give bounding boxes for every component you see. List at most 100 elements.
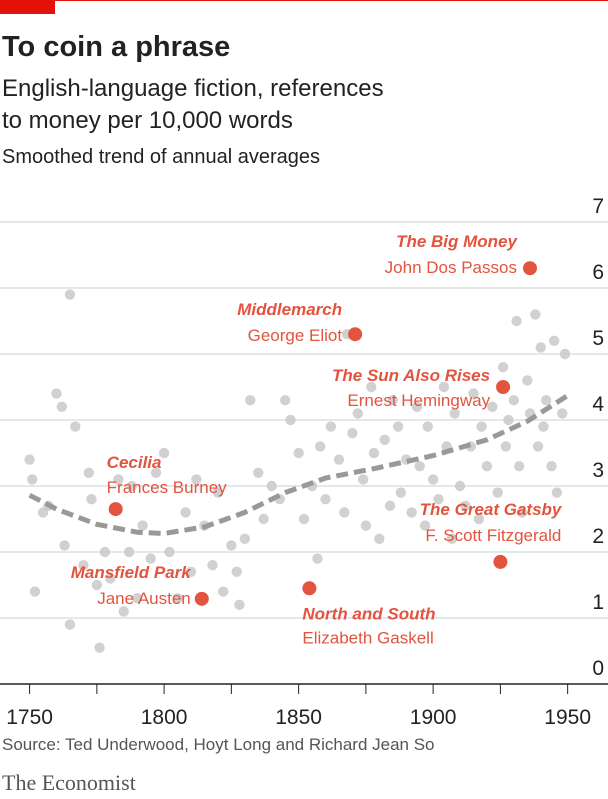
highlight-author: John Dos Passos <box>385 258 517 277</box>
data-point <box>56 401 68 412</box>
data-point <box>145 553 156 564</box>
data-point <box>449 408 460 419</box>
data-point <box>333 454 345 465</box>
data-point <box>357 474 369 485</box>
chart-subtitle: to money per 10,000 words <box>2 107 293 134</box>
data-point <box>244 395 256 406</box>
data-point <box>99 546 111 558</box>
data-point <box>94 642 105 653</box>
data-point <box>514 461 525 472</box>
data-point <box>508 395 520 406</box>
data-point <box>532 441 544 452</box>
data-point <box>234 599 245 610</box>
y-tick-label: 6 <box>592 261 604 284</box>
chart-note: Smoothed trend of annual averages <box>2 146 320 168</box>
data-point <box>78 560 89 571</box>
data-point <box>113 474 124 485</box>
data-point <box>438 381 450 393</box>
data-point <box>487 401 498 412</box>
data-point <box>105 573 116 584</box>
data-point <box>285 414 296 426</box>
data-point <box>86 494 97 505</box>
data-point <box>298 513 310 525</box>
data-point <box>279 395 291 406</box>
highlight-title: Cecilia <box>107 453 162 472</box>
data-point <box>481 461 493 472</box>
highlight-point <box>302 581 317 596</box>
highlight-author: F. Scott Fitzgerald <box>425 526 561 545</box>
data-point <box>559 348 571 360</box>
data-point <box>312 553 323 564</box>
data-point <box>239 533 251 544</box>
data-point <box>320 494 331 505</box>
data-point <box>137 520 148 531</box>
data-point <box>126 480 138 492</box>
y-tick-label: 1 <box>592 591 604 614</box>
highlight-point <box>108 502 123 517</box>
data-point <box>446 533 458 544</box>
highlight-point <box>496 380 511 394</box>
y-tick-label: 5 <box>592 327 604 350</box>
data-point <box>266 480 277 492</box>
data-point <box>180 507 191 518</box>
x-tick-label: 1900 <box>410 706 457 729</box>
y-tick-label: 4 <box>592 393 604 416</box>
data-point <box>511 315 522 327</box>
data-point <box>368 447 380 459</box>
data-point <box>557 408 568 419</box>
highlight-author: Frances Burney <box>107 478 227 497</box>
data-point <box>497 362 509 373</box>
data-point <box>500 441 511 452</box>
data-point <box>414 461 425 472</box>
data-point <box>231 566 242 577</box>
highlight-author: Elizabeth Gaskell <box>302 628 433 647</box>
data-point <box>366 381 377 393</box>
data-point <box>51 388 62 399</box>
highlight-point <box>348 327 363 342</box>
chart-title: To coin a phrase <box>2 31 230 63</box>
data-point <box>29 586 41 597</box>
data-point <box>473 513 485 525</box>
data-point <box>468 388 479 399</box>
x-tick-label: 1950 <box>544 706 591 729</box>
highlight-point <box>194 591 209 606</box>
data-point <box>454 480 466 492</box>
data-point <box>535 342 546 353</box>
data-point <box>83 467 94 478</box>
data-point <box>538 421 549 432</box>
data-point <box>158 447 170 459</box>
x-tick-label: 1850 <box>275 706 322 729</box>
highlight-title: Middlemarch <box>237 300 342 319</box>
data-point <box>395 487 407 498</box>
brand-bar <box>0 0 55 14</box>
data-point <box>347 428 358 439</box>
data-point <box>191 474 202 485</box>
data-point <box>24 454 35 465</box>
chart-subtitle: English-language fiction, references <box>2 75 384 102</box>
data-point <box>314 441 326 452</box>
data-point <box>540 395 552 406</box>
y-tick-label: 7 <box>592 195 604 218</box>
source: Source: Ted Underwood, Hoyt Long and Ric… <box>2 735 435 754</box>
data-point <box>374 533 385 544</box>
data-point <box>59 540 70 551</box>
data-point <box>530 309 541 320</box>
data-point <box>460 500 471 511</box>
y-tick-label: 0 <box>592 657 604 680</box>
data-point <box>258 513 269 525</box>
highlight-title: The Sun Also Rises <box>332 366 490 385</box>
highlight-title: North and South <box>302 604 435 623</box>
data-point <box>387 395 398 406</box>
x-tick-label: 1800 <box>141 706 188 729</box>
data-point <box>433 494 444 505</box>
data-point <box>352 408 364 419</box>
data-point <box>132 593 143 604</box>
data-point <box>522 375 533 386</box>
data-point <box>516 507 528 518</box>
data-point <box>546 461 557 472</box>
data-point <box>384 500 396 511</box>
y-tick-label: 2 <box>592 525 604 548</box>
data-point <box>91 579 103 591</box>
data-point <box>207 560 218 571</box>
data-point <box>551 487 563 498</box>
